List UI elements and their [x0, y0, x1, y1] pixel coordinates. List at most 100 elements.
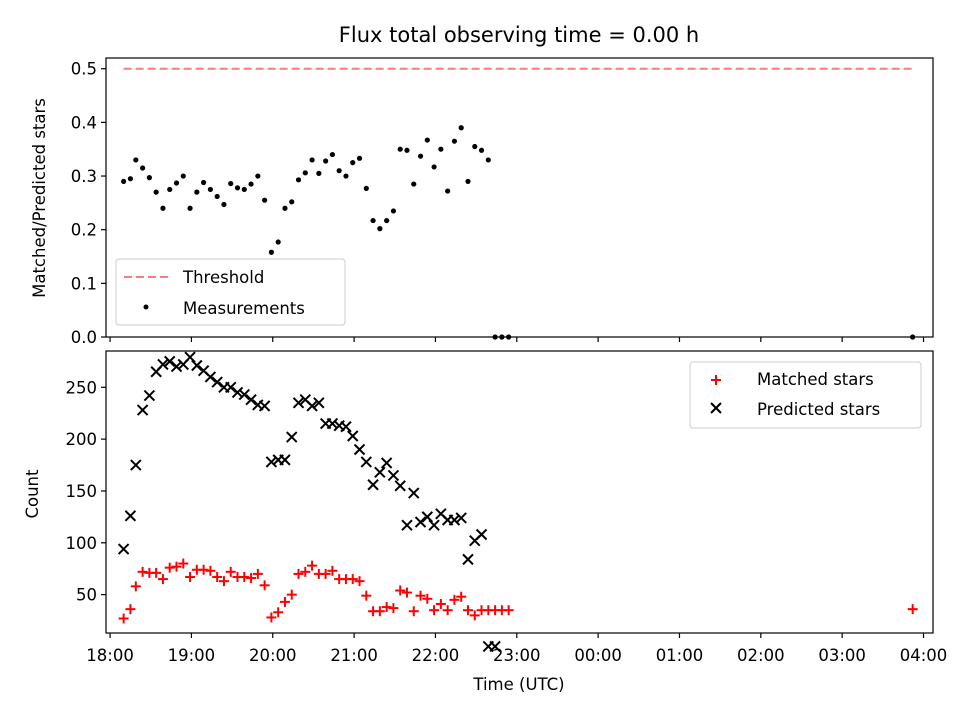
matched-star-point: [907, 604, 918, 615]
measurement-point: [133, 157, 139, 163]
matched-star-point: [137, 566, 148, 577]
predicted-star-point: [143, 389, 156, 402]
top-y-axis-label: Matched/Predicted stars: [30, 98, 49, 298]
top-y-tick-label: 0.3: [71, 167, 97, 186]
matched-star-point: [205, 565, 216, 576]
top-y-tick-label: 0.1: [71, 274, 97, 293]
matched-star-point: [225, 566, 236, 577]
matched-star-point: [218, 576, 229, 587]
measurement-point: [356, 155, 363, 161]
x-tick-label: 18:00: [86, 646, 134, 665]
matched-star-point: [462, 605, 473, 616]
measurement-point: [506, 334, 512, 340]
measurement-point: [214, 193, 220, 200]
top-y-tick-label: 0.4: [71, 113, 97, 132]
predicted-star-point: [387, 469, 400, 482]
measurement-point: [282, 205, 288, 211]
predicted-star-point: [117, 543, 130, 555]
matched-star-point: [185, 572, 196, 583]
predicted-star-point: [428, 519, 440, 531]
predicted-star-point: [231, 386, 244, 399]
matched-star-point: [286, 589, 297, 600]
measurement-point: [316, 170, 322, 176]
measurement-point: [201, 179, 207, 186]
predicted-star-point: [408, 487, 420, 499]
measurement-point: [411, 181, 417, 187]
measurement-point: [187, 205, 193, 211]
measurement-point: [146, 175, 152, 181]
measurement-point: [302, 170, 308, 176]
measurement-point: [140, 165, 146, 171]
matched-star-point: [239, 572, 250, 583]
bottom-y-tick-label: 250: [66, 378, 98, 397]
matched-star-point: [164, 562, 175, 573]
legend-matched-label: Matched stars: [757, 370, 874, 389]
measurement-point: [127, 176, 134, 182]
predicted-star-point: [164, 355, 176, 368]
predicted-star-point: [184, 351, 196, 363]
measurement-point: [221, 201, 227, 208]
measurement-point: [180, 173, 186, 179]
predicted-star-point: [245, 394, 257, 406]
predicted-star-point: [136, 404, 149, 416]
predicted-star-point: [170, 360, 183, 373]
matched-star-point: [374, 606, 385, 617]
matched-star-point: [429, 605, 440, 616]
measurement-point: [458, 125, 464, 131]
predicted-star-point: [238, 388, 250, 401]
measurement-point: [289, 199, 295, 205]
matched-star-point: [259, 580, 270, 591]
top-y-tick-label: 0.2: [71, 221, 97, 240]
predicted-star-point: [313, 397, 325, 409]
measurement-point: [268, 249, 274, 255]
predicted-star-point: [374, 466, 386, 479]
matched-star-point: [157, 574, 168, 585]
matched-star-point: [395, 585, 406, 596]
predicted-star-point: [340, 420, 352, 433]
matched-star-point: [408, 606, 419, 617]
matched-star-point: [130, 581, 141, 592]
x-tick-label: 22:00: [412, 646, 460, 665]
matched-star-point: [252, 568, 263, 579]
matched-star-point: [469, 610, 480, 621]
predicted-star-point: [448, 514, 461, 526]
measurement-point: [417, 153, 424, 159]
measurement-point: [336, 168, 342, 174]
x-tick-label: 02:00: [737, 646, 785, 665]
bottom-y-axis-label: Count: [23, 469, 42, 519]
bottom-legend: Matched stars Predicted stars: [689, 361, 922, 429]
measurement-point: [275, 239, 281, 245]
matched-star-point: [388, 603, 399, 614]
predicted-star-point: [353, 443, 366, 456]
predicted-star-point: [258, 400, 271, 412]
measurement-point: [424, 137, 430, 143]
matched-star-point: [381, 602, 392, 613]
x-tick-label: 21:00: [330, 646, 378, 665]
top-legend: Threshold Measurements: [115, 258, 346, 326]
matched-star-point: [171, 561, 182, 572]
predicted-star-point: [191, 359, 203, 372]
measurement-point: [910, 334, 916, 340]
measurement-point: [241, 186, 247, 193]
top-panel: 0.0 0.1 0.2 0.3 0.4 0.5: [71, 57, 934, 347]
matched-star-point: [320, 568, 331, 579]
measurement-point: [295, 177, 302, 183]
predicted-star-point: [489, 640, 501, 653]
matched-star-point: [415, 590, 426, 601]
x-tick-label: 23:00: [493, 646, 541, 665]
measurement-point: [499, 334, 505, 340]
legend-matched-swatch: [711, 375, 721, 385]
predicted-star-point: [211, 376, 223, 388]
predicted-star-point: [204, 371, 217, 383]
measurement-point: [207, 186, 213, 193]
predicted-star-point: [347, 430, 359, 442]
matched-star-point: [307, 560, 318, 571]
legend-measurements-swatch: [143, 304, 149, 310]
measurement-point: [248, 181, 254, 187]
predicted-star-point: [401, 519, 413, 531]
predicted-star-point: [326, 417, 339, 430]
matched-star-point: [401, 587, 412, 598]
measurement-point: [397, 146, 403, 152]
measurement-point: [472, 143, 478, 150]
